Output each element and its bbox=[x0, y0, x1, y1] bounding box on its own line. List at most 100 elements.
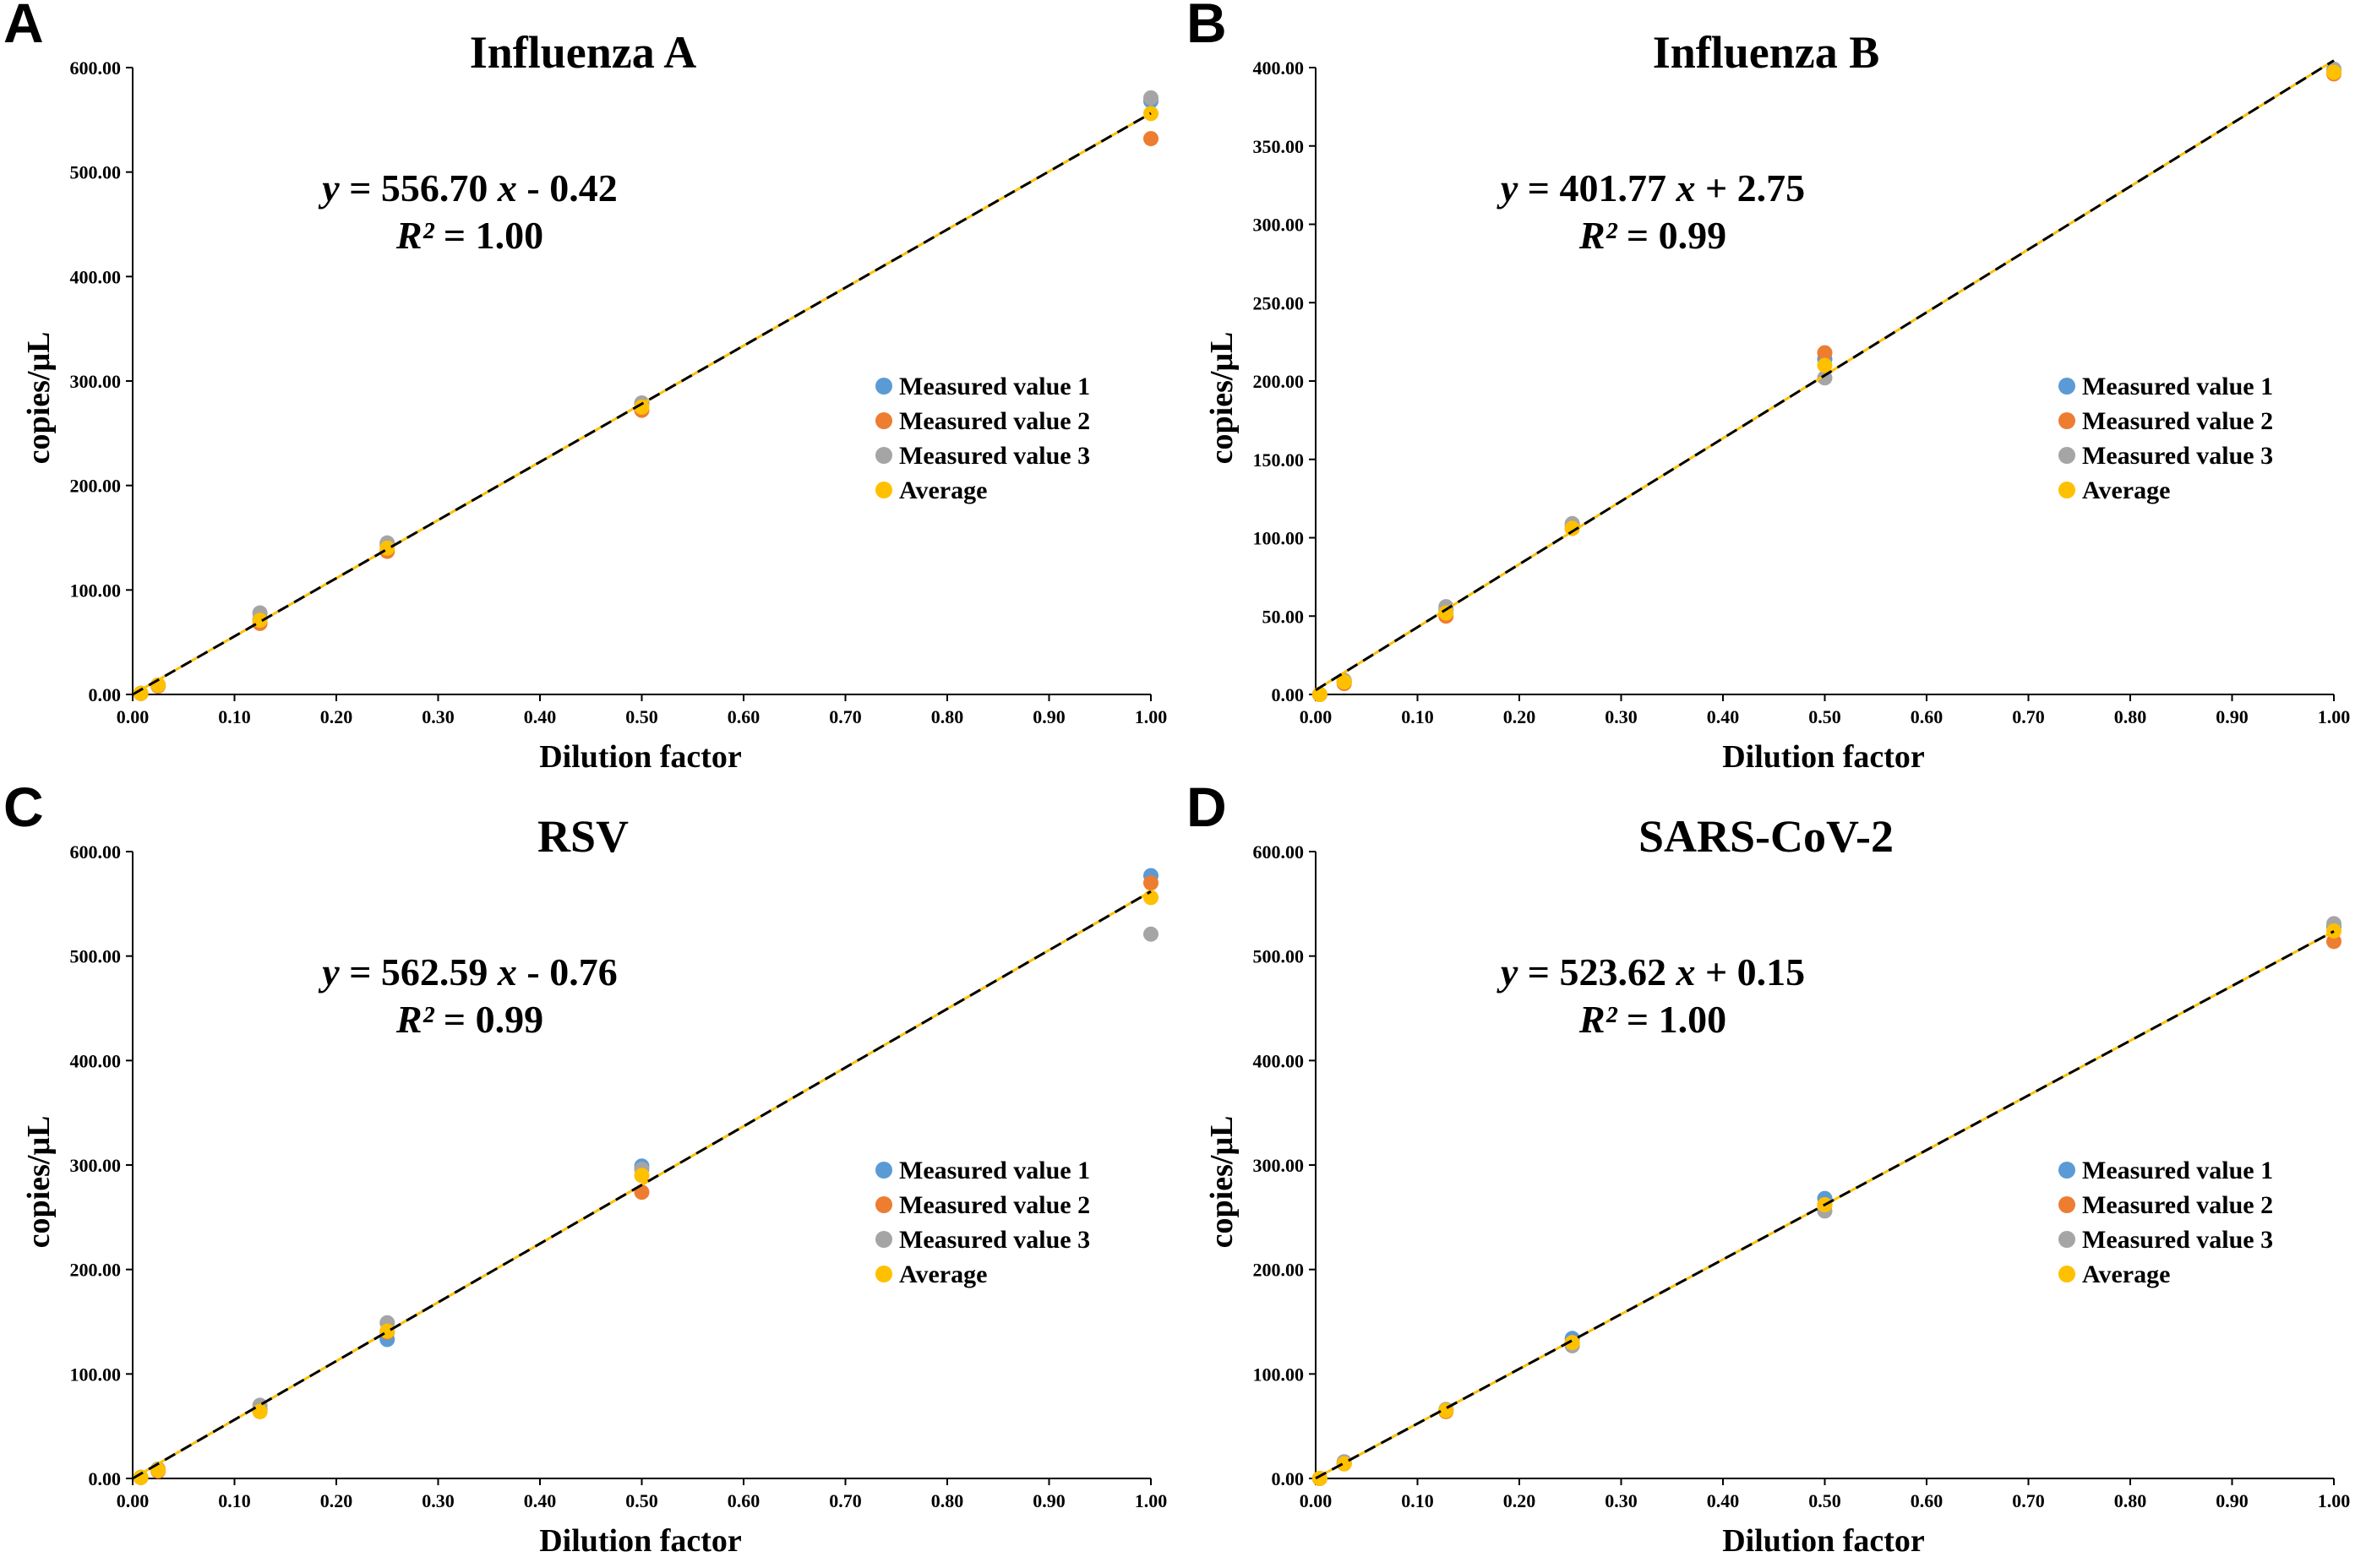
r-squared-value: = 1.00 bbox=[433, 214, 543, 257]
x-tick-label: 0.80 bbox=[931, 1490, 964, 1511]
r-squared-value: = 1.00 bbox=[1616, 998, 1726, 1041]
x-tick-label: 0.30 bbox=[422, 706, 455, 727]
r-squared: R² = 0.99 bbox=[395, 998, 543, 1041]
legend-marker-3 bbox=[875, 447, 892, 464]
r-squared-symbol: R² bbox=[395, 998, 435, 1041]
y-axis-label: copies/μL bbox=[1204, 332, 1240, 465]
y-tick-label: 500.00 bbox=[1253, 946, 1305, 967]
legend-marker-4 bbox=[2058, 482, 2075, 498]
legend-label: Measured value 2 bbox=[2082, 1191, 2273, 1219]
r-squared-symbol: R² bbox=[1578, 214, 1618, 257]
x-tick-label: 0.80 bbox=[931, 706, 964, 727]
equation-intercept: + 2.75 bbox=[1695, 166, 1805, 210]
legend-marker-1 bbox=[2058, 378, 2075, 395]
chart-title: Influenza B bbox=[1653, 27, 1880, 78]
x-tick-label: 0.20 bbox=[1503, 1490, 1536, 1511]
x-tick-label: 0.20 bbox=[1503, 706, 1536, 727]
legend-label: Average bbox=[899, 476, 987, 504]
legend-label: Measured value 3 bbox=[2082, 442, 2273, 470]
x-tick-label: 0.50 bbox=[1808, 1490, 1841, 1511]
y-tick-label: 200.00 bbox=[70, 1260, 122, 1281]
x-axis-label: Dilution factor bbox=[539, 739, 742, 775]
x-tick-label: 1.00 bbox=[1135, 1490, 1168, 1511]
y-tick-label: 300.00 bbox=[1253, 1155, 1305, 1176]
x-tick-label: 0.40 bbox=[1707, 706, 1740, 727]
x-tick-label: 0.70 bbox=[829, 706, 862, 727]
y-tick-label: 0.00 bbox=[89, 684, 122, 705]
legend-label: Measured value 2 bbox=[2082, 407, 2273, 435]
y-tick-label: 300.00 bbox=[1253, 215, 1305, 236]
y-tick-label: 100.00 bbox=[70, 1364, 122, 1385]
point-series-3 bbox=[1143, 926, 1158, 942]
y-tick-label: 350.00 bbox=[1253, 136, 1305, 157]
x-tick-label: 0.40 bbox=[524, 1490, 557, 1511]
point-series-4 bbox=[1564, 520, 1580, 536]
point-series-3 bbox=[1143, 90, 1158, 106]
regression-equation: y = 562.59 x - 0.76 bbox=[318, 950, 617, 994]
x-tick-label: 0.80 bbox=[2114, 706, 2147, 727]
point-series-2 bbox=[2326, 934, 2341, 950]
y-tick-label: 200.00 bbox=[70, 476, 122, 497]
x-axis-label: Dilution factor bbox=[1722, 739, 1925, 775]
point-series-2 bbox=[1143, 875, 1158, 891]
legend-marker-1 bbox=[875, 1162, 892, 1179]
x-tick-label: 0.30 bbox=[422, 1490, 455, 1511]
y-tick-label: 400.00 bbox=[1253, 1050, 1305, 1071]
legend-label: Measured value 3 bbox=[2082, 1226, 2273, 1254]
y-tick-label: 300.00 bbox=[70, 1155, 122, 1176]
equation-body: = 523.62 bbox=[1518, 950, 1676, 994]
equation-y-var: y bbox=[1496, 950, 1518, 994]
point-series-4 bbox=[634, 1168, 650, 1184]
legend-marker-2 bbox=[2058, 412, 2075, 429]
legend-marker-3 bbox=[2058, 1231, 2075, 1248]
panel-letter: C bbox=[3, 784, 44, 838]
y-tick-label: 100.00 bbox=[70, 580, 122, 601]
x-axis-label: Dilution factor bbox=[1722, 1523, 1925, 1559]
x-tick-label: 0.90 bbox=[2216, 706, 2249, 727]
y-tick-label: 600.00 bbox=[70, 841, 122, 863]
legend-marker-2 bbox=[875, 1196, 892, 1213]
y-tick-label: 150.00 bbox=[1253, 449, 1305, 471]
legend-label: Measured value 3 bbox=[899, 1226, 1090, 1254]
equation-y-var: y bbox=[1496, 166, 1518, 210]
equation-x-var: x bbox=[1675, 166, 1695, 210]
legend-marker-4 bbox=[875, 1266, 892, 1282]
panel-letter: D bbox=[1186, 784, 1227, 838]
panel-letter: A bbox=[3, 0, 44, 54]
linear-fit-line bbox=[132, 112, 1152, 696]
point-series-4 bbox=[1311, 687, 1327, 702]
linear-fit-line bbox=[132, 890, 1152, 1480]
panel-d: D SARS-CoV-2 0.00 100.00 200.00 300.00 400.00 5… bbox=[1183, 784, 2366, 1568]
y-tick-label: 50.00 bbox=[1262, 606, 1305, 627]
point-series-4 bbox=[1438, 605, 1454, 621]
x-tick-label: 0.60 bbox=[728, 1490, 760, 1511]
point-series-2 bbox=[1817, 345, 1833, 361]
legend-label: Measured value 1 bbox=[899, 373, 1090, 400]
equation-intercept: - 0.76 bbox=[517, 950, 618, 994]
equation-intercept: + 0.15 bbox=[1695, 950, 1805, 994]
y-tick-label: 400.00 bbox=[70, 266, 122, 287]
r-squared-symbol: R² bbox=[395, 214, 435, 257]
x-tick-label: 0.90 bbox=[1033, 1490, 1066, 1511]
legend-label: Measured value 1 bbox=[2082, 1157, 2273, 1184]
x-tick-label: 0.20 bbox=[320, 706, 353, 727]
linear-fit-line bbox=[1315, 59, 2335, 692]
x-tick-label: 0.10 bbox=[218, 706, 251, 727]
y-axis-label: copies/μL bbox=[21, 1116, 57, 1249]
y-tick-label: 0.00 bbox=[1272, 1468, 1305, 1489]
legend-label: Measured value 2 bbox=[899, 1191, 1090, 1219]
y-tick-label: 200.00 bbox=[1253, 1260, 1305, 1281]
y-tick-label: 300.00 bbox=[70, 371, 122, 392]
r-squared-value: = 0.99 bbox=[433, 998, 543, 1041]
r-squared-value: = 0.99 bbox=[1616, 214, 1726, 257]
legend-label: Average bbox=[2082, 1260, 2170, 1288]
legend-label: Measured value 3 bbox=[899, 442, 1090, 470]
x-tick-label: 0.30 bbox=[1605, 706, 1638, 727]
x-tick-label: 0.50 bbox=[1808, 706, 1841, 727]
x-tick-label: 0.50 bbox=[625, 1490, 658, 1511]
legend-marker-1 bbox=[2058, 1162, 2075, 1179]
x-tick-label: 0.90 bbox=[2216, 1490, 2249, 1511]
r-squared: R² = 1.00 bbox=[1578, 998, 1726, 1041]
equation-body: = 562.59 bbox=[340, 950, 498, 994]
r-squared: R² = 1.00 bbox=[395, 214, 543, 257]
